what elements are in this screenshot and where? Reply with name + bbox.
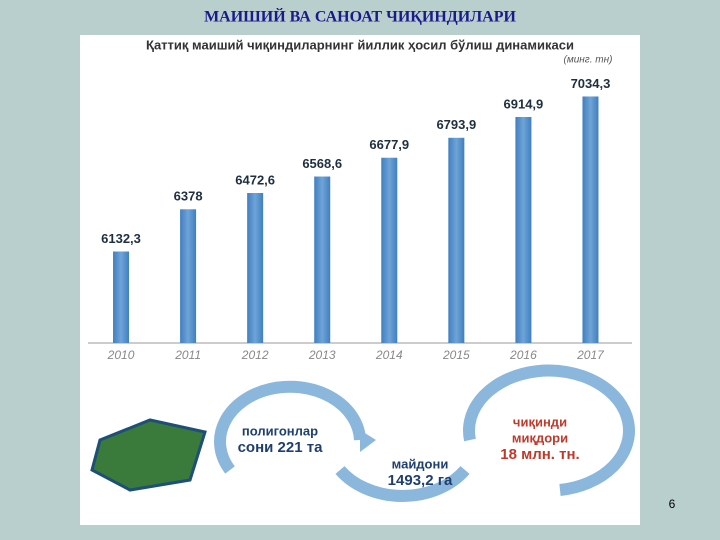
bar	[515, 117, 532, 344]
info-line: полигонлар	[242, 423, 318, 438]
value-label: 6914,9	[504, 96, 544, 111]
landfill-icon	[90, 418, 207, 492]
arrow-head	[360, 430, 376, 452]
x-tick-label: 2010	[107, 348, 135, 362]
arrow-circle	[463, 364, 635, 496]
infographic	[214, 364, 635, 502]
x-tick-label: 2015	[442, 348, 470, 362]
bar	[582, 96, 599, 343]
x-tick-label: 2013	[308, 348, 336, 362]
bar	[180, 209, 197, 343]
value-label: 6568,6	[302, 156, 342, 171]
info-line: 18 млн. тн.	[500, 446, 579, 463]
bar	[448, 137, 465, 343]
info-line: 1493,2 га	[388, 472, 453, 489]
bar	[247, 193, 264, 343]
bar	[113, 251, 130, 343]
bar	[381, 157, 398, 343]
slide-title: МАИШИЙ ВА САНОАТ ЧИҚИНДИЛАРИ	[204, 7, 516, 26]
arrow-circle	[214, 380, 366, 474]
x-tick-label: 2012	[241, 348, 269, 362]
info-line: чиқинди	[513, 414, 567, 429]
x-tick-label: 2011	[174, 348, 201, 362]
bar	[314, 176, 331, 343]
x-tick-label: 2014	[375, 348, 403, 362]
chart-title: Қаттиқ маиший чиқиндиларнинг йиллик ҳоси…	[146, 37, 574, 52]
value-label: 7034,3	[571, 76, 611, 91]
page-number: 6	[669, 497, 676, 511]
value-label: 6793,9	[436, 117, 476, 132]
value-label: 6378	[174, 189, 203, 204]
value-label: 6677,9	[369, 137, 409, 152]
x-tick-label: 2017	[576, 348, 605, 362]
info-line: майдони	[392, 456, 449, 471]
info-line: сони 221 та	[238, 439, 323, 456]
x-tick-label: 2016	[509, 348, 537, 362]
chart-subtitle: (минг. тн)	[564, 55, 613, 66]
info-line: миқдори	[512, 430, 568, 445]
value-label: 6472,6	[235, 172, 275, 187]
bars: 2010 6132,3 2011 6378 2012 6472,6 2013 6568,6 20…	[101, 76, 610, 362]
value-label: 6132,3	[101, 231, 141, 246]
arrow-circle	[335, 465, 470, 502]
